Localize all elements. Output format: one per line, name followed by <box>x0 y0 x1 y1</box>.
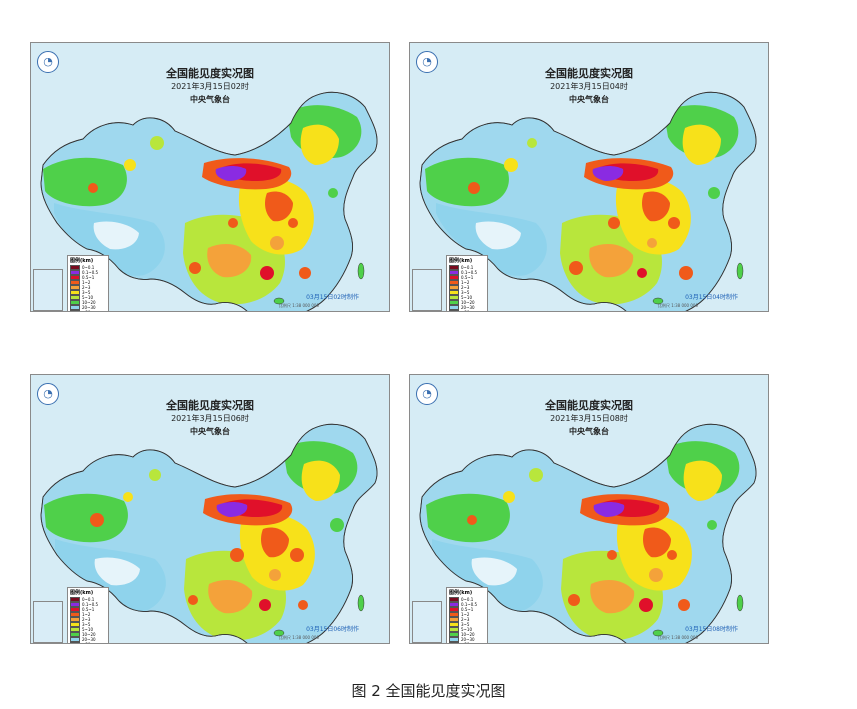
production-stamp: 03月15日08时制作 <box>685 626 738 633</box>
legend-label: 1~2 <box>82 280 91 285</box>
legend-label: 0.1~0.5 <box>461 270 478 275</box>
legend-label: 10~20 <box>461 632 475 637</box>
visibility-map-panel-08h: ◔ 全国能见度实况图 2021年3月15日08时 中央气象台 图例(km) 0~0.1 0.… <box>409 374 769 644</box>
map-datetime: 2021年3月15日06时 <box>171 414 249 423</box>
legend-item: >30 <box>449 641 485 643</box>
china-visibility-map <box>410 375 768 643</box>
legend-label: 0.5~1 <box>82 275 95 280</box>
map-scale: 比例尺 1:38 000 000 <box>278 635 319 640</box>
cma-logo-icon: ◔ <box>416 383 438 405</box>
visibility-map-panel-02h: ◔ 全国能见度实况图 2021年3月15日02时 中央气象台 图例(km) 0~0.1 0.… <box>30 42 390 312</box>
production-stamp: 03月15日02时制作 <box>306 294 359 301</box>
legend-label: 3~5 <box>82 622 91 627</box>
legend-label: >30 <box>82 310 90 311</box>
cma-logo-icon: ◔ <box>37 51 59 73</box>
cma-logo-icon: ◔ <box>416 51 438 73</box>
legend-item: >30 <box>70 309 106 311</box>
legend-label: 10~20 <box>461 300 475 305</box>
legend-swatch <box>449 641 459 643</box>
china-visibility-map <box>31 375 389 643</box>
map-title: 全国能见度实况图 <box>166 67 254 80</box>
legend-swatch <box>70 641 80 643</box>
legend-label: 0.5~1 <box>461 275 474 280</box>
south-china-sea-inset <box>412 269 442 311</box>
visibility-map-panel-06h: ◔ 全国能见度实况图 2021年3月15日06时 中央气象台 图例(km) 0~0.1 0.… <box>30 374 390 644</box>
legend-swatch <box>70 309 80 311</box>
legend-label: 5~10 <box>82 627 93 632</box>
legend-label: 2~3 <box>82 617 91 622</box>
legend-label: 3~5 <box>82 290 91 295</box>
legend-label: 10~20 <box>82 300 96 305</box>
legend-label: 2~3 <box>461 285 470 290</box>
map-agency: 中央气象台 <box>190 95 230 104</box>
map-datetime: 2021年3月15日02时 <box>171 82 249 91</box>
legend-label: 20~30 <box>82 305 96 310</box>
south-china-sea-inset <box>412 601 442 643</box>
production-stamp: 03月15日06时制作 <box>306 626 359 633</box>
map-agency: 中央气象台 <box>190 427 230 436</box>
legend-swatch <box>449 309 459 311</box>
legend-label: 0.1~0.5 <box>82 270 99 275</box>
legend-heading: 图例(km) <box>70 258 94 264</box>
legend-label: 20~30 <box>461 637 475 642</box>
legend-label: 2~3 <box>82 285 91 290</box>
production-stamp: 03月15日04时制作 <box>685 294 738 301</box>
legend-label: 0.5~1 <box>461 607 474 612</box>
legend-item: >30 <box>70 641 106 643</box>
legend-label: 0.1~0.5 <box>82 602 99 607</box>
visibility-map-panel-04h: ◔ 全国能见度实况图 2021年3月15日04时 中央气象台 图例(km) 0~0.1 0.… <box>409 42 769 312</box>
legend-label: 1~2 <box>461 612 470 617</box>
map-agency: 中央气象台 <box>569 95 609 104</box>
legend-label: 0.5~1 <box>82 607 95 612</box>
legend-label: 1~2 <box>461 280 470 285</box>
visibility-legend: 图例(km) 0~0.1 0.1~0.5 0.5~1 1~2 2~3 3~5 5~10 10~2… <box>67 587 109 643</box>
visibility-legend: 图例(km) 0~0.1 0.1~0.5 0.5~1 1~2 2~3 3~5 5~10 10~2… <box>67 255 109 311</box>
map-title: 全国能见度实况图 <box>166 399 254 412</box>
legend-label: 0~0.1 <box>82 265 95 270</box>
map-datetime: 2021年3月15日04时 <box>550 82 628 91</box>
legend-label: 3~5 <box>461 622 470 627</box>
legend-label: 20~30 <box>461 305 475 310</box>
legend-label: 5~10 <box>461 627 472 632</box>
legend-label: 20~30 <box>82 637 96 642</box>
legend-label: 10~20 <box>82 632 96 637</box>
visibility-legend: 图例(km) 0~0.1 0.1~0.5 0.5~1 1~2 2~3 3~5 5~10 10~2… <box>446 587 488 643</box>
legend-label: 2~3 <box>461 617 470 622</box>
legend-label: 0.1~0.5 <box>461 602 478 607</box>
visibility-legend: 图例(km) 0~0.1 0.1~0.5 0.5~1 1~2 2~3 3~5 5~10 10~2… <box>446 255 488 311</box>
legend-label: 3~5 <box>461 290 470 295</box>
map-title: 全国能见度实况图 <box>545 67 633 80</box>
legend-label: 0~0.1 <box>82 597 95 602</box>
china-visibility-map <box>31 43 389 311</box>
legend-heading: 图例(km) <box>449 590 473 596</box>
south-china-sea-inset <box>33 601 63 643</box>
legend-heading: 图例(km) <box>449 258 473 264</box>
map-scale: 比例尺 1:38 000 000 <box>657 303 698 308</box>
legend-label: 5~10 <box>82 295 93 300</box>
legend-label: >30 <box>461 642 469 643</box>
map-datetime: 2021年3月15日08时 <box>550 414 628 423</box>
legend-label: 5~10 <box>461 295 472 300</box>
legend-label: >30 <box>82 642 90 643</box>
legend-item: >30 <box>449 309 485 311</box>
map-title: 全国能见度实况图 <box>545 399 633 412</box>
map-scale: 比例尺 1:38 000 000 <box>278 303 319 308</box>
legend-heading: 图例(km) <box>70 590 94 596</box>
map-agency: 中央气象台 <box>569 427 609 436</box>
legend-label: 1~2 <box>82 612 91 617</box>
legend-label: >30 <box>461 310 469 311</box>
south-china-sea-inset <box>33 269 63 311</box>
map-scale: 比例尺 1:38 000 000 <box>657 635 698 640</box>
cma-logo-icon: ◔ <box>37 383 59 405</box>
legend-label: 0~0.1 <box>461 265 474 270</box>
figure-caption: 图 2 全国能见度实况图 <box>351 682 506 700</box>
legend-label: 0~0.1 <box>461 597 474 602</box>
